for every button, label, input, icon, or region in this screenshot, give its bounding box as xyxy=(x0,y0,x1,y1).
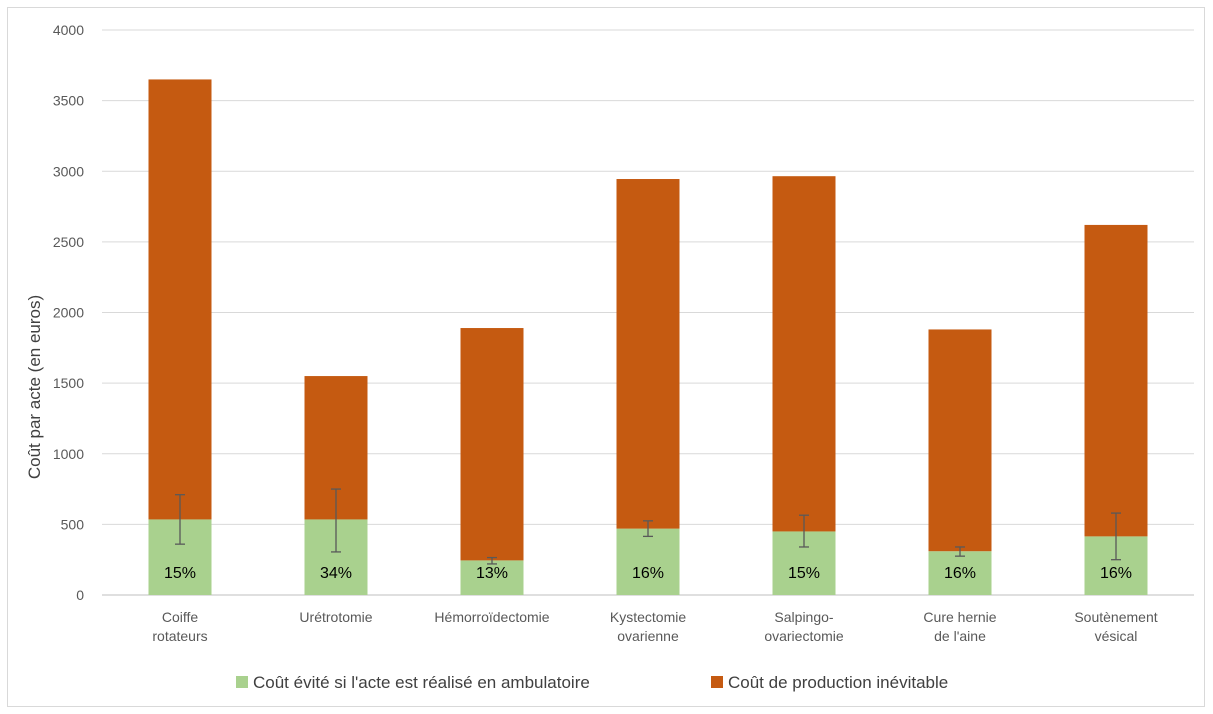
bar-segment-unavoidable-cost xyxy=(616,179,680,529)
y-tick-label: 3000 xyxy=(53,163,84,179)
category-label: rotateurs xyxy=(152,628,207,644)
category-label: vésical xyxy=(1095,628,1138,644)
y-tick-label: 3500 xyxy=(53,93,84,109)
error-bars xyxy=(175,488,1121,565)
percentage-label: 16% xyxy=(632,565,664,582)
bar-segment-avoided-cost xyxy=(460,560,524,595)
percentage-label: 34% xyxy=(320,565,352,582)
legend-swatch-avoided-cost xyxy=(236,676,248,688)
percentage-labels: 15% 34% 13% 16% 15% 16% 16% xyxy=(164,565,1132,582)
category-label: ovarienne xyxy=(617,628,679,644)
category-label: Kystectomie xyxy=(610,609,686,625)
category-label: Cure hernie xyxy=(923,609,996,625)
percentage-label: 15% xyxy=(164,565,196,582)
bar-segment-unavoidable-cost xyxy=(772,176,836,532)
percentage-label: 16% xyxy=(944,565,976,582)
legend: Coût évité si l'acte est réalisé en ambu… xyxy=(236,673,948,692)
y-tick-label: 0 xyxy=(76,587,84,603)
percentage-label: 15% xyxy=(788,565,820,582)
category-label: Coiffe xyxy=(162,609,199,625)
y-tick-label: 4000 xyxy=(53,22,84,38)
bar-segment-avoided-cost xyxy=(616,528,680,595)
x-axis-categories: Coiffe rotateurs Urétrotomie Hémorroïdectom… xyxy=(152,609,1157,644)
y-tick-label: 1000 xyxy=(53,446,84,462)
percentage-label: 13% xyxy=(476,565,508,582)
category-label: Soutènement xyxy=(1074,609,1157,625)
legend-swatch-unavoidable-cost xyxy=(711,676,723,688)
y-axis-ticks: 0 500 1000 1500 2000 2500 3000 3500 4000 xyxy=(53,22,84,603)
category-label: Hémorroïdectomie xyxy=(434,609,549,625)
category-label: Urétrotomie xyxy=(299,609,372,625)
y-tick-label: 2500 xyxy=(53,234,84,250)
bar-segment-unavoidable-cost xyxy=(460,328,524,561)
bar-segment-avoided-cost xyxy=(928,551,992,595)
bar-segment-unavoidable-cost xyxy=(1084,224,1148,537)
legend-label-unavoidable-cost: Coût de production inévitable xyxy=(728,673,948,692)
y-tick-label: 1500 xyxy=(53,375,84,391)
y-axis-label: Coût par acte (en euros) xyxy=(25,295,44,479)
y-tick-label: 2000 xyxy=(53,305,84,321)
bar-segment-unavoidable-cost xyxy=(148,79,212,520)
legend-label-avoided-cost: Coût évité si l'acte est réalisé en ambu… xyxy=(253,673,590,692)
y-tick-label: 500 xyxy=(61,516,85,532)
percentage-label: 16% xyxy=(1100,565,1132,582)
category-label: Salpingo- xyxy=(774,609,833,625)
bar-segment-unavoidable-cost xyxy=(928,329,992,552)
bars xyxy=(148,79,1148,595)
category-label: ovariectomie xyxy=(764,628,844,644)
category-label: de l'aine xyxy=(934,628,986,644)
